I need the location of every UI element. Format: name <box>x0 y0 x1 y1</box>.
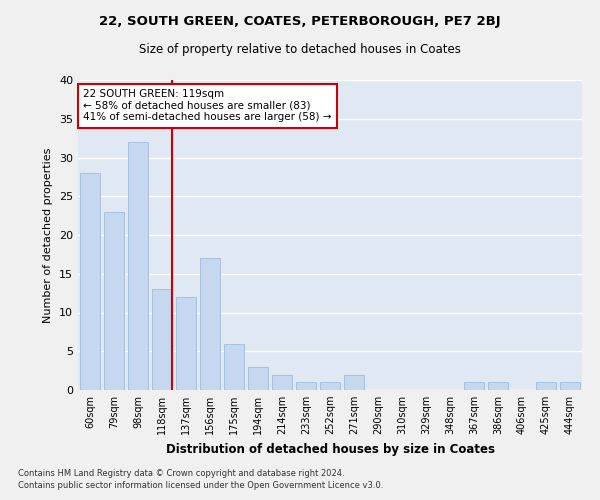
Bar <box>272 374 292 390</box>
X-axis label: Distribution of detached houses by size in Coates: Distribution of detached houses by size … <box>166 442 494 456</box>
Bar <box>536 382 556 390</box>
Bar <box>560 382 580 390</box>
Bar <box>176 297 196 390</box>
Bar <box>224 344 244 390</box>
Bar <box>296 382 316 390</box>
Text: 22, SOUTH GREEN, COATES, PETERBOROUGH, PE7 2BJ: 22, SOUTH GREEN, COATES, PETERBOROUGH, P… <box>99 15 501 28</box>
Bar <box>152 289 172 390</box>
Bar <box>464 382 484 390</box>
Text: Contains HM Land Registry data © Crown copyright and database right 2024.: Contains HM Land Registry data © Crown c… <box>18 468 344 477</box>
Bar <box>248 367 268 390</box>
Bar <box>200 258 220 390</box>
Bar <box>344 374 364 390</box>
Bar <box>80 173 100 390</box>
Text: Contains public sector information licensed under the Open Government Licence v3: Contains public sector information licen… <box>18 481 383 490</box>
Bar <box>488 382 508 390</box>
Y-axis label: Number of detached properties: Number of detached properties <box>43 148 53 322</box>
Bar <box>104 212 124 390</box>
Text: Size of property relative to detached houses in Coates: Size of property relative to detached ho… <box>139 42 461 56</box>
Bar <box>320 382 340 390</box>
Bar <box>128 142 148 390</box>
Text: 22 SOUTH GREEN: 119sqm
← 58% of detached houses are smaller (83)
41% of semi-det: 22 SOUTH GREEN: 119sqm ← 58% of detached… <box>83 90 332 122</box>
